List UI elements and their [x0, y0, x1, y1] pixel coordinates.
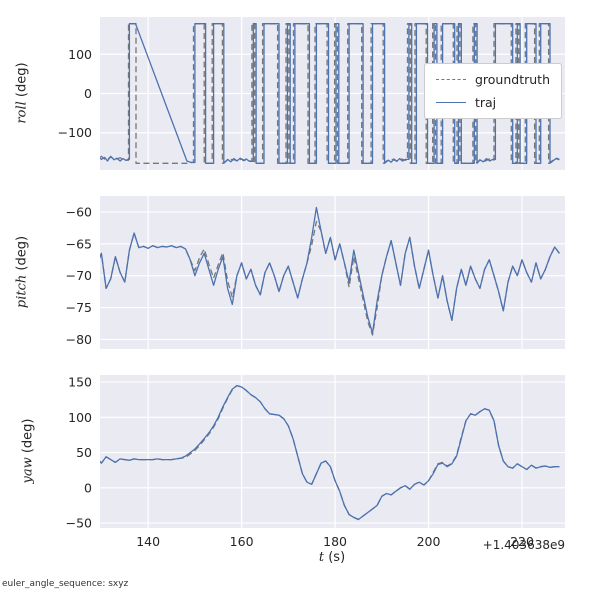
- y-tick-label: −60: [66, 204, 92, 219]
- x-tick-label: 180: [323, 534, 347, 549]
- x-axis-label-unit: (s): [324, 550, 346, 565]
- legend-item-traj: traj: [435, 95, 550, 110]
- gridlines: [100, 375, 565, 528]
- x-tick-label: 160: [230, 534, 254, 549]
- x-axis-label-math: t: [318, 550, 325, 565]
- x-axis-label: t (s): [319, 550, 345, 565]
- legend-label-traj: traj: [474, 95, 497, 110]
- y-tick-label: −70: [66, 268, 92, 283]
- pitch-axis-label: pitch (deg): [15, 236, 30, 308]
- roll-axis-label-unit: (deg): [14, 62, 30, 102]
- y-tick-label: −65: [66, 236, 92, 251]
- roll-axis-label: roll (deg): [15, 62, 30, 123]
- y-tick-label: −50: [66, 516, 92, 531]
- y-tick-label: −100: [58, 125, 92, 140]
- axes-background: [100, 196, 565, 349]
- y-tick-label: −80: [66, 332, 92, 347]
- y-tick-label: 0: [84, 480, 92, 495]
- pitch-axis-label-unit: (deg): [14, 235, 30, 275]
- x-tick-label: 200: [417, 534, 441, 549]
- euler-sequence-note: euler_angle_sequence: sxyz: [2, 579, 129, 589]
- yaw-axis-label-math: yaw: [20, 457, 36, 484]
- traj-line: [100, 384, 560, 521]
- y-tick-label: 150: [68, 375, 92, 390]
- axes-background: [100, 375, 565, 528]
- pitch-axis-label-math: pitch: [14, 274, 30, 309]
- x-axis-offset-text: +1.403638e9: [482, 538, 565, 552]
- roll-axis-label-math: roll: [14, 101, 30, 124]
- y-tick-label: 100: [68, 47, 92, 62]
- legend-label-groundtruth: groundtruth: [474, 72, 550, 87]
- x-tick-label: 140: [136, 534, 160, 549]
- y-tick-label: 50: [76, 445, 92, 460]
- yaw-axis-label-unit: (deg): [20, 418, 36, 458]
- x-tick-label: 220: [510, 534, 534, 549]
- groundtruth-line-sample-icon: [435, 79, 466, 80]
- y-tick-label: 0: [84, 86, 92, 101]
- yaw-axis-label: yaw (deg): [21, 418, 36, 483]
- legend: groundtruth traj: [423, 63, 562, 119]
- traj-line: [100, 206, 560, 334]
- traj-line-sample-icon: [435, 102, 466, 103]
- traj-line: [100, 23, 560, 164]
- y-tick-label: −75: [66, 300, 92, 315]
- y-tick-label: 100: [68, 410, 92, 425]
- legend-item-groundtruth: groundtruth: [435, 72, 550, 87]
- gridlines: [100, 196, 565, 349]
